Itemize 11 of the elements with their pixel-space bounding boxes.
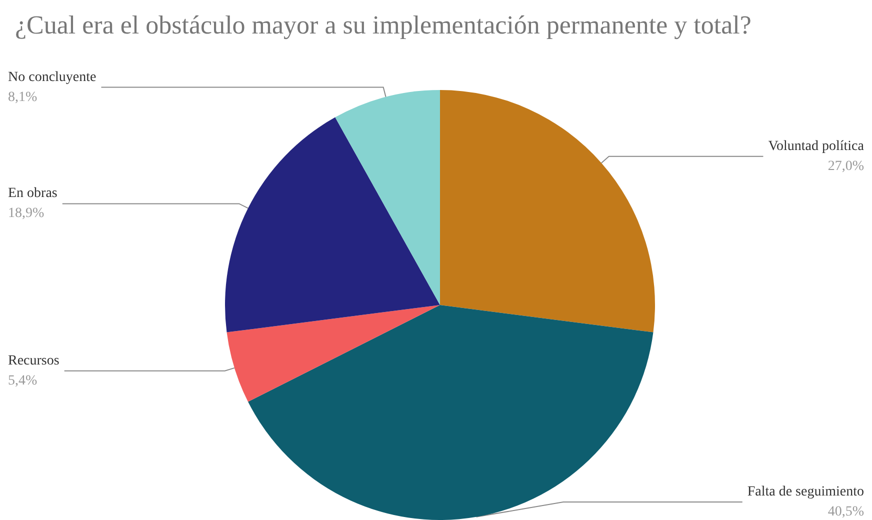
- slice-label: Falta de seguimiento: [747, 484, 864, 500]
- slice-label: No concluyente: [8, 70, 96, 85]
- data-label: 5,4%: [8, 373, 38, 388]
- slice-label: Voluntad política: [768, 138, 865, 154]
- chart-title: ¿Cual era el obstáculo mayor a su implementación permanente y total?: [15, 10, 752, 40]
- data-label: 40,5%: [828, 504, 864, 520]
- slice-label: En obras: [8, 186, 58, 202]
- data-label: 18,9%: [8, 206, 44, 222]
- data-label: 8,1%: [8, 90, 38, 105]
- slice-label: Recursos: [8, 353, 60, 368]
- data-label: 27,0%: [828, 158, 864, 174]
